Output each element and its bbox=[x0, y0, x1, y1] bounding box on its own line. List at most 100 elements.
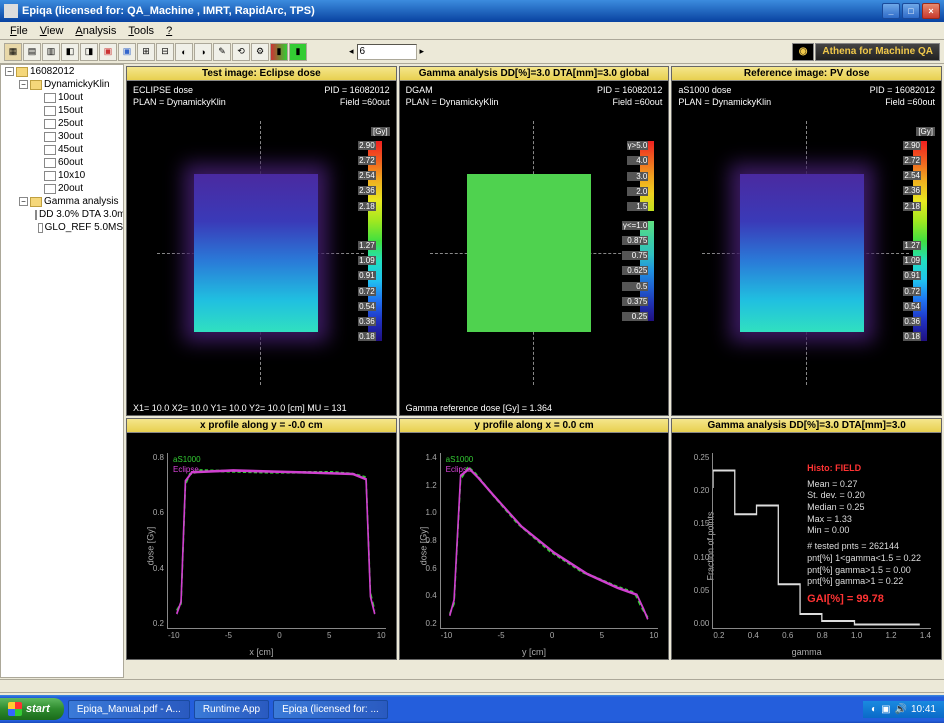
info-line: aS1000 dose bbox=[678, 85, 771, 97]
maximize-button[interactable]: □ bbox=[902, 3, 920, 19]
histo-title: Histo: FIELD bbox=[807, 463, 921, 475]
menu-view[interactable]: View bbox=[34, 24, 70, 38]
menu-file[interactable]: File bbox=[4, 24, 34, 38]
menu-tools[interactable]: Tools bbox=[122, 24, 160, 38]
toolbar-btn-12[interactable]: ✎ bbox=[213, 43, 231, 61]
toolbar-field-label2: ▸ bbox=[418, 46, 425, 57]
collapse-icon[interactable]: − bbox=[5, 67, 14, 76]
tree-field-item[interactable]: 10x10 bbox=[29, 169, 123, 182]
plot-info-bottomleft: Gamma reference dose [Gy] = 1.364 bbox=[406, 403, 552, 413]
start-button[interactable]: start bbox=[0, 698, 64, 720]
x-axis-label: y [cm] bbox=[522, 647, 546, 657]
stat-line: pnt[%] gamma>1 = 0.22 bbox=[807, 576, 921, 588]
close-button[interactable]: × bbox=[922, 3, 940, 19]
taskbar-task[interactable]: Runtime App bbox=[194, 700, 269, 719]
toolbar-btn-13[interactable]: ⟲ bbox=[232, 43, 250, 61]
toolbar-btn-8[interactable]: ⊞ bbox=[137, 43, 155, 61]
toolbar-btn-9[interactable]: ⊟ bbox=[156, 43, 174, 61]
tree-gamma-label: Gamma analysis bbox=[44, 196, 118, 207]
taskbar-task[interactable]: Epiqa (licensed for: ... bbox=[273, 700, 388, 719]
plot-info-bottomleft: X1= 10.0 X2= 10.0 Y1= 10.0 Y2= 10.0 [cm]… bbox=[133, 403, 347, 413]
toolbar-btn-16[interactable]: ▮ bbox=[289, 43, 307, 61]
profile-plot[interactable]: -10-50510 0.80.60.40.2 bbox=[167, 453, 386, 629]
tree-field-label: 10x10 bbox=[58, 170, 85, 181]
file-icon bbox=[38, 223, 43, 233]
tree-field-item[interactable]: 10out bbox=[29, 91, 123, 104]
tree-root[interactable]: − 16082012 bbox=[1, 65, 123, 78]
folder-icon bbox=[30, 80, 42, 90]
file-icon bbox=[44, 132, 56, 142]
y-ticks: 0.250.200.150.100.050.00 bbox=[689, 453, 709, 628]
tree-field-item[interactable]: 45out bbox=[29, 143, 123, 156]
info-line: ECLIPSE dose bbox=[133, 85, 226, 97]
toolbar-btn-14[interactable]: ⚙ bbox=[251, 43, 269, 61]
plot-info-topleft: aS1000 dose PLAN = DynamickyKlin bbox=[678, 85, 771, 108]
toolbar-btn-3[interactable]: ▥ bbox=[42, 43, 60, 61]
menu-analysis[interactable]: Analysis bbox=[69, 24, 122, 38]
minimize-button[interactable]: _ bbox=[882, 3, 900, 19]
tree-field-item[interactable]: 60out bbox=[29, 156, 123, 169]
toolbar-btn-5[interactable]: ◨ bbox=[80, 43, 98, 61]
colorbar-unit: [Gy] bbox=[916, 127, 935, 136]
x-ticks: 0.20.40.60.81.01.21.4 bbox=[713, 631, 931, 640]
app-icon bbox=[4, 4, 18, 18]
colorbar-labels: 2.902.722.542.362.181.271.090.910.720.54… bbox=[903, 141, 921, 341]
tray-icon[interactable]: 🔊 bbox=[895, 704, 907, 715]
statusbar bbox=[0, 679, 944, 693]
menubar: File View Analysis Tools ? bbox=[0, 22, 944, 40]
file-icon bbox=[44, 145, 56, 155]
window-titlebar: Epiqa (licensed for: QA_Machine , IMRT, … bbox=[0, 0, 944, 22]
panel-title: x profile along y = -0.0 cm bbox=[127, 419, 396, 433]
system-tray[interactable]: ◐ ▣ 🔊 10:41 bbox=[863, 701, 944, 718]
toolbar-number-field[interactable] bbox=[357, 44, 417, 60]
tree-root-label: 16082012 bbox=[30, 66, 75, 77]
tree-ga-item[interactable]: GLO_REF 5.0MS bbox=[29, 221, 123, 234]
colorbar: [Gy] 2.902.722.542.362.181.271.090.910.7… bbox=[368, 141, 392, 341]
dose-plot[interactable] bbox=[157, 121, 364, 385]
toolbar-btn-7[interactable]: ▣ bbox=[118, 43, 136, 61]
dose-square bbox=[194, 174, 318, 332]
tray-icon[interactable]: ▣ bbox=[881, 704, 890, 715]
athena-logo-text: Athena for Machine QA bbox=[815, 43, 940, 61]
taskbar-task[interactable]: Epiqa_Manual.pdf - A... bbox=[68, 700, 190, 719]
toolbar-btn-15[interactable]: ▮ bbox=[270, 43, 288, 61]
toolbar-btn-11[interactable]: ◑ bbox=[194, 43, 212, 61]
start-label: start bbox=[26, 703, 50, 715]
file-icon bbox=[44, 184, 56, 194]
collapse-icon[interactable]: − bbox=[19, 80, 28, 89]
toolbar-btn-6[interactable]: ▣ bbox=[99, 43, 117, 61]
plot-info-topright: PID = 16082012 Field =60out bbox=[324, 85, 389, 108]
toolbar-btn-4[interactable]: ◧ bbox=[61, 43, 79, 61]
tree-plan[interactable]: − DynamickyKlin bbox=[15, 78, 123, 91]
dose-square bbox=[740, 174, 864, 332]
tree-gamma[interactable]: − Gamma analysis bbox=[15, 195, 123, 208]
plot-info-topleft: DGAM PLAN = DynamickyKlin bbox=[406, 85, 499, 108]
toolbar-btn-2[interactable]: ▤ bbox=[23, 43, 41, 61]
file-icon bbox=[44, 93, 56, 103]
panel-title: y profile along x = 0.0 cm bbox=[400, 419, 669, 433]
file-icon bbox=[35, 210, 37, 220]
collapse-icon[interactable]: − bbox=[19, 197, 28, 206]
taskbar: start Epiqa_Manual.pdf - A...Runtime App… bbox=[0, 695, 944, 723]
tree-ga-label: GLO_REF 5.0MS bbox=[45, 222, 123, 233]
tree-field-item[interactable]: 30out bbox=[29, 130, 123, 143]
toolbar-btn-10[interactable]: ◐ bbox=[175, 43, 193, 61]
tree-field-item[interactable]: 25out bbox=[29, 117, 123, 130]
tree-ga-label: DD 3.0% DTA 3.0mm bbox=[39, 209, 124, 220]
profile-plot[interactable]: -10-50510 1.41.21.00.80.60.40.2 bbox=[440, 453, 659, 629]
dose-plot[interactable] bbox=[702, 121, 909, 385]
file-icon bbox=[44, 171, 56, 181]
tray-icon[interactable]: ◐ bbox=[871, 704, 877, 715]
menu-help[interactable]: ? bbox=[160, 24, 178, 38]
gamma-plot[interactable] bbox=[430, 121, 637, 385]
tree-field-item[interactable]: 20out bbox=[29, 182, 123, 195]
info-line: PID = 16082012 bbox=[324, 85, 389, 97]
info-line: PID = 16082012 bbox=[597, 85, 662, 97]
athena-logo-icon: ◉ bbox=[792, 43, 815, 61]
tree-field-item[interactable]: 15out bbox=[29, 104, 123, 117]
window-title: Epiqa (licensed for: QA_Machine , IMRT, … bbox=[22, 5, 882, 17]
toolbar-btn-1[interactable]: ▦ bbox=[4, 43, 22, 61]
file-icon bbox=[44, 158, 56, 168]
tree-ga-item[interactable]: DD 3.0% DTA 3.0mm bbox=[29, 208, 123, 221]
sidebar-tree[interactable]: − 16082012 − DynamickyKlin 10out15out25o… bbox=[0, 64, 124, 678]
